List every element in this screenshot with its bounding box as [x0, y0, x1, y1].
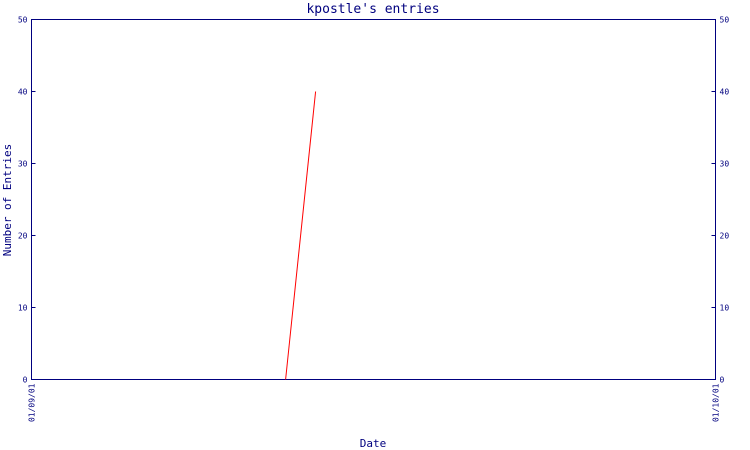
plot-area: [31, 19, 716, 380]
y-tick-label-right: 30: [720, 160, 730, 169]
series-layer: [285, 91, 317, 380]
y-tick-label-left: 20: [18, 232, 28, 241]
x-tick-label: 01/10/01: [712, 383, 721, 422]
series-line: [285, 91, 317, 380]
y-tick-label-left: 10: [18, 304, 28, 313]
y-tick-label-right: 50: [720, 16, 730, 25]
x-axis-label: Date: [360, 437, 387, 450]
y-axis-left: 0 10 20 30 40 50: [18, 16, 36, 385]
y-axis-right: 0 10 20 30 40 50: [711, 16, 730, 385]
y-tick-label-left: 0: [23, 376, 28, 385]
y-tick-label-left: 40: [18, 88, 28, 97]
x-axis: 01/09/01 01/10/01: [28, 383, 721, 422]
y-tick-label-left: 30: [18, 160, 28, 169]
y-tick-label-right: 40: [720, 88, 730, 97]
y-tick-label-left: 50: [18, 16, 28, 25]
y-tick-label-right: 0: [720, 376, 725, 385]
y-tick-label-right: 10: [720, 304, 730, 313]
y-tick-label-right: 20: [720, 232, 730, 241]
y-axis-label: Number of Entries: [1, 144, 14, 257]
x-tick-label: 01/09/01: [28, 383, 37, 422]
chart-title: kpostle's entries: [306, 2, 439, 17]
